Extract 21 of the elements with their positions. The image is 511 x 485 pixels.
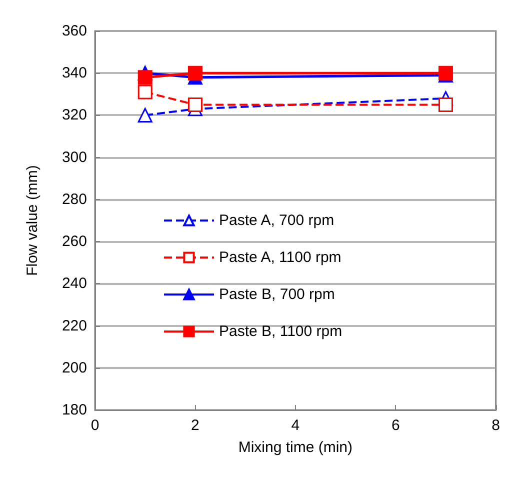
y-tick-label: 340 bbox=[62, 64, 87, 82]
y-tick-label: 320 bbox=[62, 106, 87, 124]
y-tick-label: 200 bbox=[62, 359, 87, 376]
x-tick-label: 4 bbox=[291, 417, 300, 434]
y-tick-label: 240 bbox=[62, 275, 87, 292]
y-tick-label: 220 bbox=[62, 317, 87, 334]
x-tick-label: 8 bbox=[492, 417, 500, 434]
legend-label: Paste B, 700 rpm bbox=[219, 286, 335, 303]
x-tick-label: 6 bbox=[391, 417, 400, 434]
y-tick-label: 300 bbox=[62, 148, 87, 166]
x-tick-label: 2 bbox=[191, 417, 200, 434]
y-tick-label: 280 bbox=[62, 190, 87, 208]
x-axis-title: Mixing time (min) bbox=[238, 439, 353, 456]
y-tick-label: 360 bbox=[62, 22, 87, 40]
y-axis-title: Flow value (mm) bbox=[24, 165, 41, 276]
y-tick-label: 260 bbox=[62, 233, 87, 250]
legend-label: Paste A, 1100 rpm bbox=[219, 249, 342, 266]
legend-label: Paste A, 700 rpm bbox=[219, 212, 334, 229]
legend-label: Paste B, 1100 rpm bbox=[219, 323, 342, 340]
x-tick-label: 0 bbox=[90, 417, 100, 434]
y-tick-label: 180 bbox=[62, 402, 87, 418]
